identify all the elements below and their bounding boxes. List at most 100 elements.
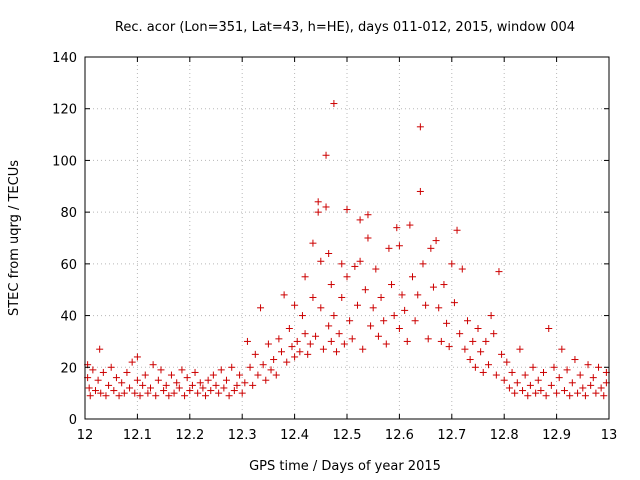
data-point <box>99 368 107 376</box>
x-tick-label: 12.1 <box>123 428 152 443</box>
data-point <box>230 387 238 395</box>
data-point <box>147 384 154 392</box>
data-point <box>335 330 343 338</box>
data-point <box>183 374 191 382</box>
data-point <box>312 332 320 340</box>
data-point <box>202 392 210 400</box>
data-point <box>511 389 519 397</box>
data-point <box>492 371 500 379</box>
data-point <box>314 208 322 216</box>
data-point <box>167 371 175 379</box>
data-point <box>301 330 309 338</box>
data-point <box>435 304 443 312</box>
data-point <box>503 358 511 366</box>
data-point <box>490 330 498 338</box>
data-point <box>440 281 448 289</box>
data-point <box>196 379 204 387</box>
data-point <box>563 366 571 374</box>
data-point <box>209 371 217 379</box>
data-point <box>283 358 291 366</box>
data-points <box>84 100 610 400</box>
data-point <box>144 389 152 397</box>
data-point <box>443 319 451 327</box>
data-point <box>89 366 97 374</box>
data-point <box>390 312 398 320</box>
data-point <box>278 348 285 356</box>
data-point <box>540 368 547 376</box>
data-point <box>327 337 335 345</box>
data-point <box>333 348 341 356</box>
data-point <box>534 376 542 384</box>
data-point <box>367 322 375 330</box>
data-point <box>157 366 165 374</box>
data-point <box>85 384 93 392</box>
data-point <box>427 244 435 252</box>
data-point <box>107 363 115 371</box>
data-point <box>338 260 346 268</box>
data-point <box>529 363 537 371</box>
data-point <box>225 392 233 400</box>
y-tick-label: 100 <box>52 154 77 169</box>
data-point <box>251 350 259 358</box>
data-point <box>222 376 230 384</box>
data-point <box>186 387 194 395</box>
data-point <box>537 387 545 395</box>
data-point <box>471 363 479 371</box>
y-tick-label: 140 <box>52 51 77 66</box>
data-point <box>500 376 508 384</box>
data-point <box>401 306 409 314</box>
data-point <box>123 368 131 376</box>
data-point <box>597 384 605 392</box>
data-point <box>393 224 401 232</box>
y-axis-label: STEC from uqrg / TECUs <box>7 160 22 316</box>
data-point <box>424 335 432 343</box>
data-point <box>353 301 361 309</box>
data-point <box>595 363 603 371</box>
data-point <box>343 206 351 214</box>
y-tick-label: 120 <box>52 103 77 118</box>
data-point <box>272 371 280 379</box>
data-point <box>170 389 178 397</box>
data-point <box>191 368 199 376</box>
data-point <box>139 381 147 389</box>
x-tick-label: 13 <box>601 428 618 443</box>
data-point <box>516 345 524 353</box>
data-point <box>249 381 257 389</box>
y-tick-label: 0 <box>69 413 77 428</box>
data-point <box>215 389 223 397</box>
data-point <box>450 299 458 307</box>
data-point <box>385 244 393 252</box>
x-tick-label: 12.5 <box>333 428 362 443</box>
data-point <box>238 389 246 397</box>
data-point <box>257 304 265 312</box>
data-point <box>532 389 540 397</box>
data-point <box>571 356 579 364</box>
data-point <box>212 381 220 389</box>
data-point <box>581 392 589 400</box>
data-point <box>587 381 595 389</box>
data-point <box>118 379 126 387</box>
data-point <box>204 376 212 384</box>
data-point <box>178 366 186 374</box>
data-point <box>262 376 270 384</box>
data-point <box>547 381 555 389</box>
data-point <box>359 345 367 353</box>
data-point <box>133 353 141 361</box>
data-point <box>259 361 267 369</box>
data-point <box>464 317 472 325</box>
grid-lines <box>85 57 609 419</box>
data-point <box>456 330 464 338</box>
data-point <box>382 340 390 348</box>
data-point <box>322 203 330 211</box>
data-point <box>314 198 322 206</box>
data-point <box>343 273 351 281</box>
data-point <box>241 379 249 387</box>
axes: 12 12.1 12.2 12.3 12.4 12.5 12.6 12.7 12.8 12.9 13… <box>52 51 617 443</box>
data-point <box>566 392 574 400</box>
data-point <box>406 221 414 229</box>
data-point <box>199 384 207 392</box>
data-point <box>474 325 482 332</box>
data-point <box>165 392 173 400</box>
data-point <box>584 361 592 369</box>
